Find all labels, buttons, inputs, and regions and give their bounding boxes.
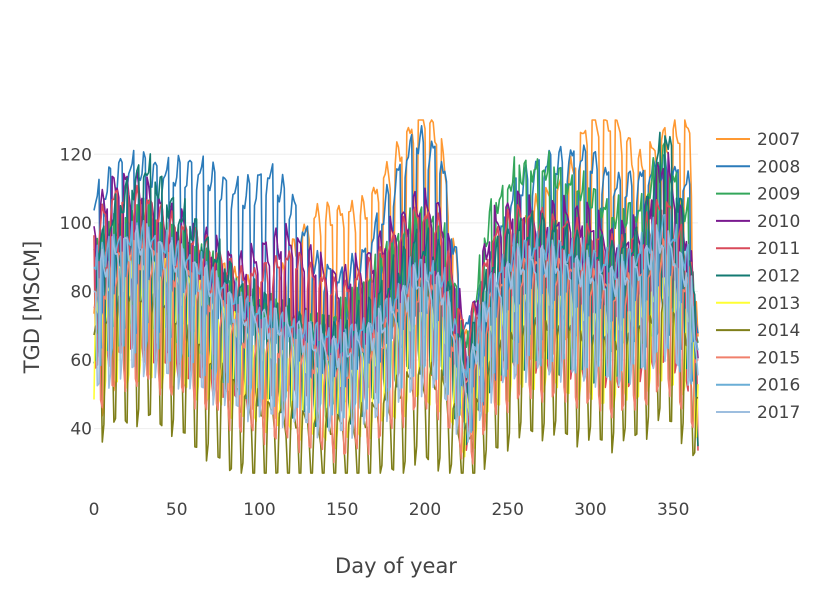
legend[interactable]: 2007 2008 2009 2010 2011 2012 2013 2014 2015 2016… <box>716 130 800 423</box>
x-tick-label: 200 <box>409 500 441 520</box>
y-tick-label: 40 <box>70 420 92 440</box>
legend-label: 2008 <box>757 157 800 177</box>
legend-item-2017[interactable]: 2017 <box>716 403 800 423</box>
plot-area <box>93 119 699 474</box>
legend-item-2016[interactable]: 2016 <box>716 376 800 396</box>
x-tick-label: 150 <box>326 500 358 520</box>
legend-item-2013[interactable]: 2013 <box>716 294 800 314</box>
y-tick-label: 100 <box>60 214 92 234</box>
x-tick-label: 250 <box>491 500 523 520</box>
y-axis-ticks: 40 60 80 100 120 <box>60 145 92 439</box>
legend-label: 2009 <box>757 185 800 205</box>
legend-item-2012[interactable]: 2012 <box>716 267 800 287</box>
legend-label: 2014 <box>757 321 800 341</box>
legend-label: 2011 <box>757 239 800 259</box>
x-axis-ticks: 0 50 100 150 200 250 300 350 <box>89 500 690 520</box>
legend-label: 2016 <box>757 376 800 396</box>
y-tick-label: 60 <box>70 351 92 371</box>
x-axis-title: Day of year <box>335 554 457 578</box>
x-tick-label: 300 <box>574 500 606 520</box>
series-line-2017 <box>93 223 699 443</box>
legend-label: 2012 <box>757 267 800 287</box>
legend-label: 2015 <box>757 348 800 368</box>
legend-label: 2007 <box>757 130 800 150</box>
x-tick-label: 0 <box>89 500 100 520</box>
x-tick-label: 50 <box>166 500 188 520</box>
legend-item-2014[interactable]: 2014 <box>716 321 800 341</box>
legend-label: 2017 <box>757 403 800 423</box>
legend-item-2008[interactable]: 2008 <box>716 157 800 177</box>
legend-item-2010[interactable]: 2010 <box>716 212 800 232</box>
legend-item-2007[interactable]: 2007 <box>716 130 800 150</box>
y-tick-label: 120 <box>60 145 92 165</box>
legend-item-2015[interactable]: 2015 <box>716 348 800 368</box>
x-tick-label: 350 <box>657 500 689 520</box>
legend-item-2011[interactable]: 2011 <box>716 239 800 259</box>
legend-label: 2010 <box>757 212 800 232</box>
x-tick-label: 100 <box>243 500 275 520</box>
y-tick-label: 80 <box>70 282 92 302</box>
legend-label: 2013 <box>757 294 800 314</box>
legend-item-2009[interactable]: 2009 <box>716 185 800 205</box>
y-axis-title: TGD [MSCM] <box>20 241 44 375</box>
series-line-2007 <box>93 119 699 441</box>
